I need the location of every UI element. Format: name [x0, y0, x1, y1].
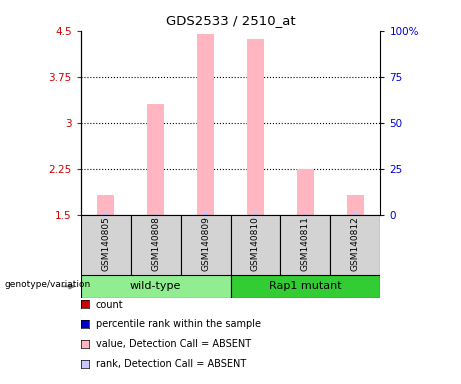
Bar — [353, 211, 358, 215]
Text: value, Detection Call = ABSENT: value, Detection Call = ABSENT — [96, 339, 251, 349]
Bar — [103, 211, 108, 215]
Text: percentile rank within the sample: percentile rank within the sample — [96, 319, 261, 329]
Bar — [297, 169, 314, 215]
Text: GSM140805: GSM140805 — [101, 216, 110, 271]
Bar — [280, 215, 331, 275]
Bar — [303, 213, 308, 215]
Bar — [247, 39, 264, 215]
Bar — [81, 215, 130, 275]
Text: genotype/variation: genotype/variation — [5, 280, 91, 290]
Title: GDS2533 / 2510_at: GDS2533 / 2510_at — [165, 14, 296, 27]
Text: GSM140810: GSM140810 — [251, 216, 260, 271]
Text: Rap1 mutant: Rap1 mutant — [269, 281, 342, 291]
Text: GSM140812: GSM140812 — [351, 216, 360, 271]
Bar — [181, 215, 230, 275]
Bar — [230, 275, 380, 298]
Text: GSM140808: GSM140808 — [151, 216, 160, 271]
Bar — [197, 35, 214, 215]
Bar — [347, 195, 364, 215]
Bar — [153, 213, 158, 215]
Bar — [331, 215, 380, 275]
Bar — [81, 275, 230, 298]
Bar — [147, 104, 164, 215]
Text: count: count — [96, 300, 124, 310]
Text: rank, Detection Call = ABSENT: rank, Detection Call = ABSENT — [96, 359, 246, 369]
Text: GSM140809: GSM140809 — [201, 216, 210, 271]
Bar — [203, 211, 208, 215]
Bar — [97, 195, 114, 215]
Bar — [130, 215, 181, 275]
Text: wild-type: wild-type — [130, 281, 181, 291]
Bar — [253, 211, 258, 215]
Text: GSM140811: GSM140811 — [301, 216, 310, 271]
Bar — [230, 215, 280, 275]
